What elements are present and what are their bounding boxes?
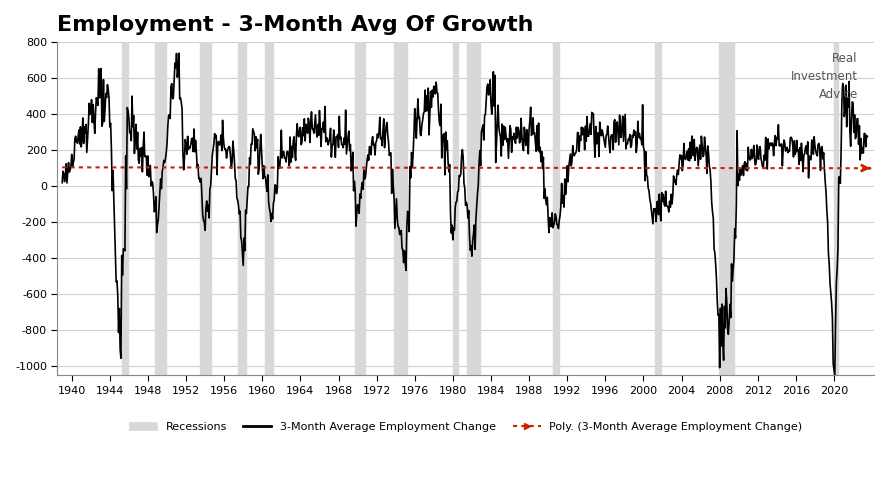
Bar	[155, 42, 166, 375]
Bar	[834, 42, 838, 375]
Bar	[122, 42, 128, 375]
Bar	[654, 42, 661, 375]
Bar	[719, 42, 734, 375]
Bar	[553, 42, 559, 375]
Bar	[467, 42, 480, 375]
Bar	[394, 42, 407, 375]
Bar	[356, 42, 364, 375]
Bar	[237, 42, 246, 375]
Text: Real
Investment
Advice: Real Investment Advice	[790, 52, 858, 101]
Bar	[453, 42, 458, 375]
Text: Employment - 3-Month Avg Of Growth: Employment - 3-Month Avg Of Growth	[58, 15, 534, 35]
Bar	[200, 42, 212, 375]
Legend: Recessions, 3-Month Average Employment Change, Poly. (3-Month Average Employment: Recessions, 3-Month Average Employment C…	[124, 418, 807, 436]
Bar	[265, 42, 273, 375]
